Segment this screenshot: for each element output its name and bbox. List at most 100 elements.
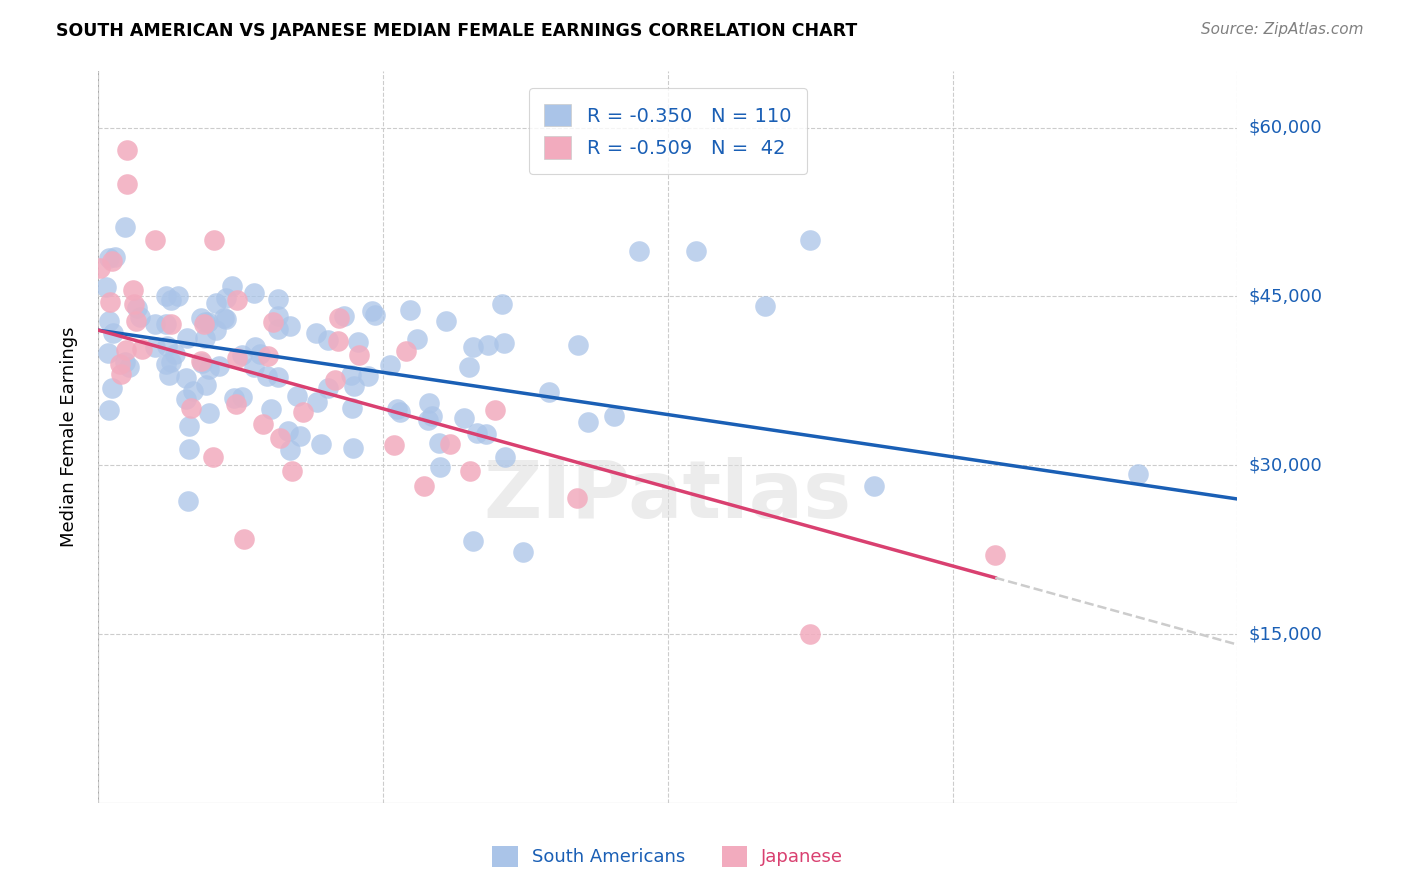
- Point: [458, 360, 481, 375]
- Point: [323, 373, 346, 387]
- Point: [262, 315, 284, 329]
- Text: $30,000: $30,000: [1249, 456, 1322, 475]
- Point: [364, 308, 387, 322]
- Point: [94, 280, 117, 294]
- Point: [494, 450, 516, 464]
- Point: [177, 442, 200, 457]
- Point: [418, 396, 440, 410]
- Point: [163, 347, 186, 361]
- Point: [461, 340, 484, 354]
- Text: SOUTH AMERICAN VS JAPANESE MEDIAN FEMALE EARNINGS CORRELATION CHART: SOUTH AMERICAN VS JAPANESE MEDIAN FEMALE…: [56, 22, 858, 40]
- Text: $45,000: $45,000: [1249, 287, 1323, 305]
- Point: [231, 348, 253, 362]
- Y-axis label: Median Female Earnings: Median Female Earnings: [59, 326, 77, 548]
- Point: [288, 429, 311, 443]
- Point: [155, 357, 177, 371]
- Point: [194, 331, 217, 345]
- Point: [754, 299, 776, 313]
- Text: $15,000: $15,000: [1249, 625, 1322, 643]
- Point: [167, 289, 190, 303]
- Point: [215, 291, 238, 305]
- Point: [439, 437, 461, 451]
- Point: [121, 283, 143, 297]
- Point: [256, 368, 278, 383]
- Point: [98, 314, 121, 328]
- Point: [205, 323, 228, 337]
- Point: [115, 177, 138, 191]
- Point: [129, 310, 152, 324]
- Point: [231, 390, 253, 404]
- Point: [110, 368, 132, 382]
- Point: [567, 338, 589, 352]
- Point: [97, 402, 120, 417]
- Point: [602, 409, 624, 423]
- Point: [436, 314, 458, 328]
- Point: [155, 289, 177, 303]
- Point: [685, 244, 707, 259]
- Point: [194, 314, 217, 328]
- Point: [316, 334, 339, 348]
- Point: [309, 436, 332, 450]
- Point: [197, 315, 219, 329]
- Point: [477, 338, 499, 352]
- Point: [177, 419, 200, 434]
- Point: [249, 347, 271, 361]
- Point: [198, 406, 221, 420]
- Point: [307, 395, 329, 409]
- Point: [328, 310, 350, 325]
- Point: [225, 397, 247, 411]
- Point: [260, 401, 283, 416]
- Point: [427, 436, 450, 450]
- Point: [208, 359, 231, 374]
- Point: [160, 355, 183, 369]
- Text: $60,000: $60,000: [1249, 119, 1322, 136]
- Point: [406, 332, 429, 346]
- Text: ZIPatlas: ZIPatlas: [484, 457, 852, 534]
- Point: [576, 415, 599, 429]
- Point: [461, 534, 484, 549]
- Point: [538, 384, 561, 399]
- Point: [155, 317, 177, 331]
- Point: [226, 351, 249, 365]
- Point: [124, 313, 146, 327]
- Point: [108, 357, 131, 371]
- Point: [190, 354, 212, 368]
- Point: [278, 442, 301, 457]
- Point: [115, 343, 138, 358]
- Point: [242, 285, 264, 300]
- Point: [418, 413, 440, 427]
- Point: [494, 335, 516, 350]
- Point: [204, 296, 226, 310]
- Point: [127, 301, 149, 316]
- Point: [458, 464, 481, 478]
- Point: [316, 381, 339, 395]
- Point: [285, 389, 308, 403]
- Point: [89, 260, 111, 275]
- Point: [453, 411, 475, 425]
- Point: [347, 348, 370, 362]
- Point: [389, 405, 412, 419]
- Point: [243, 359, 266, 374]
- Point: [413, 479, 436, 493]
- Point: [176, 331, 198, 345]
- Point: [115, 143, 138, 157]
- Point: [114, 355, 136, 369]
- Point: [266, 369, 288, 384]
- Point: [222, 392, 245, 406]
- Point: [243, 340, 266, 354]
- Point: [212, 311, 235, 326]
- Point: [160, 317, 183, 331]
- Point: [267, 309, 290, 323]
- Point: [221, 279, 243, 293]
- Point: [380, 358, 402, 372]
- Point: [343, 378, 366, 392]
- Point: [191, 356, 214, 370]
- Point: [567, 491, 589, 506]
- Point: [799, 233, 821, 247]
- Point: [104, 251, 127, 265]
- Point: [277, 424, 299, 438]
- Point: [339, 368, 361, 382]
- Point: [484, 403, 506, 417]
- Point: [474, 427, 496, 442]
- Point: [201, 450, 224, 465]
